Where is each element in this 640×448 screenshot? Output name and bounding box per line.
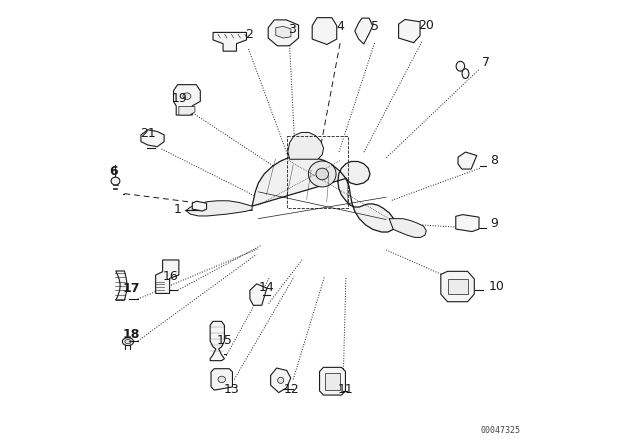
Polygon shape: [355, 18, 372, 44]
Text: 6: 6: [109, 165, 118, 178]
Text: 13: 13: [224, 383, 240, 396]
Polygon shape: [447, 279, 468, 294]
Text: 11: 11: [338, 383, 354, 396]
Text: 17: 17: [123, 282, 140, 295]
Ellipse shape: [462, 69, 469, 78]
Polygon shape: [324, 373, 340, 389]
Polygon shape: [173, 85, 200, 115]
Text: 4: 4: [336, 20, 344, 33]
Text: 8: 8: [491, 154, 499, 167]
Text: 15: 15: [216, 334, 232, 347]
Polygon shape: [288, 133, 324, 159]
Text: 3: 3: [288, 23, 296, 36]
Ellipse shape: [316, 168, 328, 180]
Text: 21: 21: [140, 127, 156, 140]
Text: 00047325: 00047325: [480, 426, 520, 435]
Polygon shape: [192, 201, 207, 211]
Polygon shape: [271, 368, 291, 392]
Polygon shape: [458, 152, 477, 169]
Polygon shape: [441, 271, 474, 302]
Polygon shape: [116, 271, 127, 300]
Text: 9: 9: [491, 216, 499, 230]
Text: 20: 20: [419, 19, 434, 32]
Text: 16: 16: [163, 270, 179, 283]
Ellipse shape: [218, 376, 225, 383]
Polygon shape: [399, 19, 420, 43]
Polygon shape: [252, 156, 395, 232]
Ellipse shape: [456, 61, 465, 71]
Text: 14: 14: [259, 281, 274, 294]
Text: 7: 7: [482, 56, 490, 69]
Polygon shape: [186, 201, 252, 216]
Polygon shape: [179, 107, 195, 115]
Ellipse shape: [278, 377, 284, 383]
Polygon shape: [268, 20, 299, 46]
Text: 18: 18: [123, 328, 140, 341]
Text: 1: 1: [173, 203, 181, 216]
Text: 19: 19: [172, 91, 188, 104]
Polygon shape: [156, 260, 179, 293]
Polygon shape: [213, 32, 246, 51]
Ellipse shape: [183, 93, 191, 99]
Text: 12: 12: [284, 383, 299, 396]
Polygon shape: [141, 130, 164, 147]
Ellipse shape: [122, 338, 134, 345]
Polygon shape: [276, 26, 291, 38]
Polygon shape: [210, 321, 225, 361]
Text: 2: 2: [245, 28, 253, 41]
Polygon shape: [312, 17, 337, 44]
Ellipse shape: [125, 340, 131, 344]
Polygon shape: [250, 284, 267, 305]
Text: 5: 5: [371, 20, 379, 33]
Text: 10: 10: [489, 280, 505, 293]
Polygon shape: [211, 369, 232, 390]
Ellipse shape: [111, 177, 120, 185]
Polygon shape: [389, 219, 426, 237]
Polygon shape: [319, 367, 346, 395]
Polygon shape: [456, 215, 479, 232]
Ellipse shape: [308, 161, 336, 187]
